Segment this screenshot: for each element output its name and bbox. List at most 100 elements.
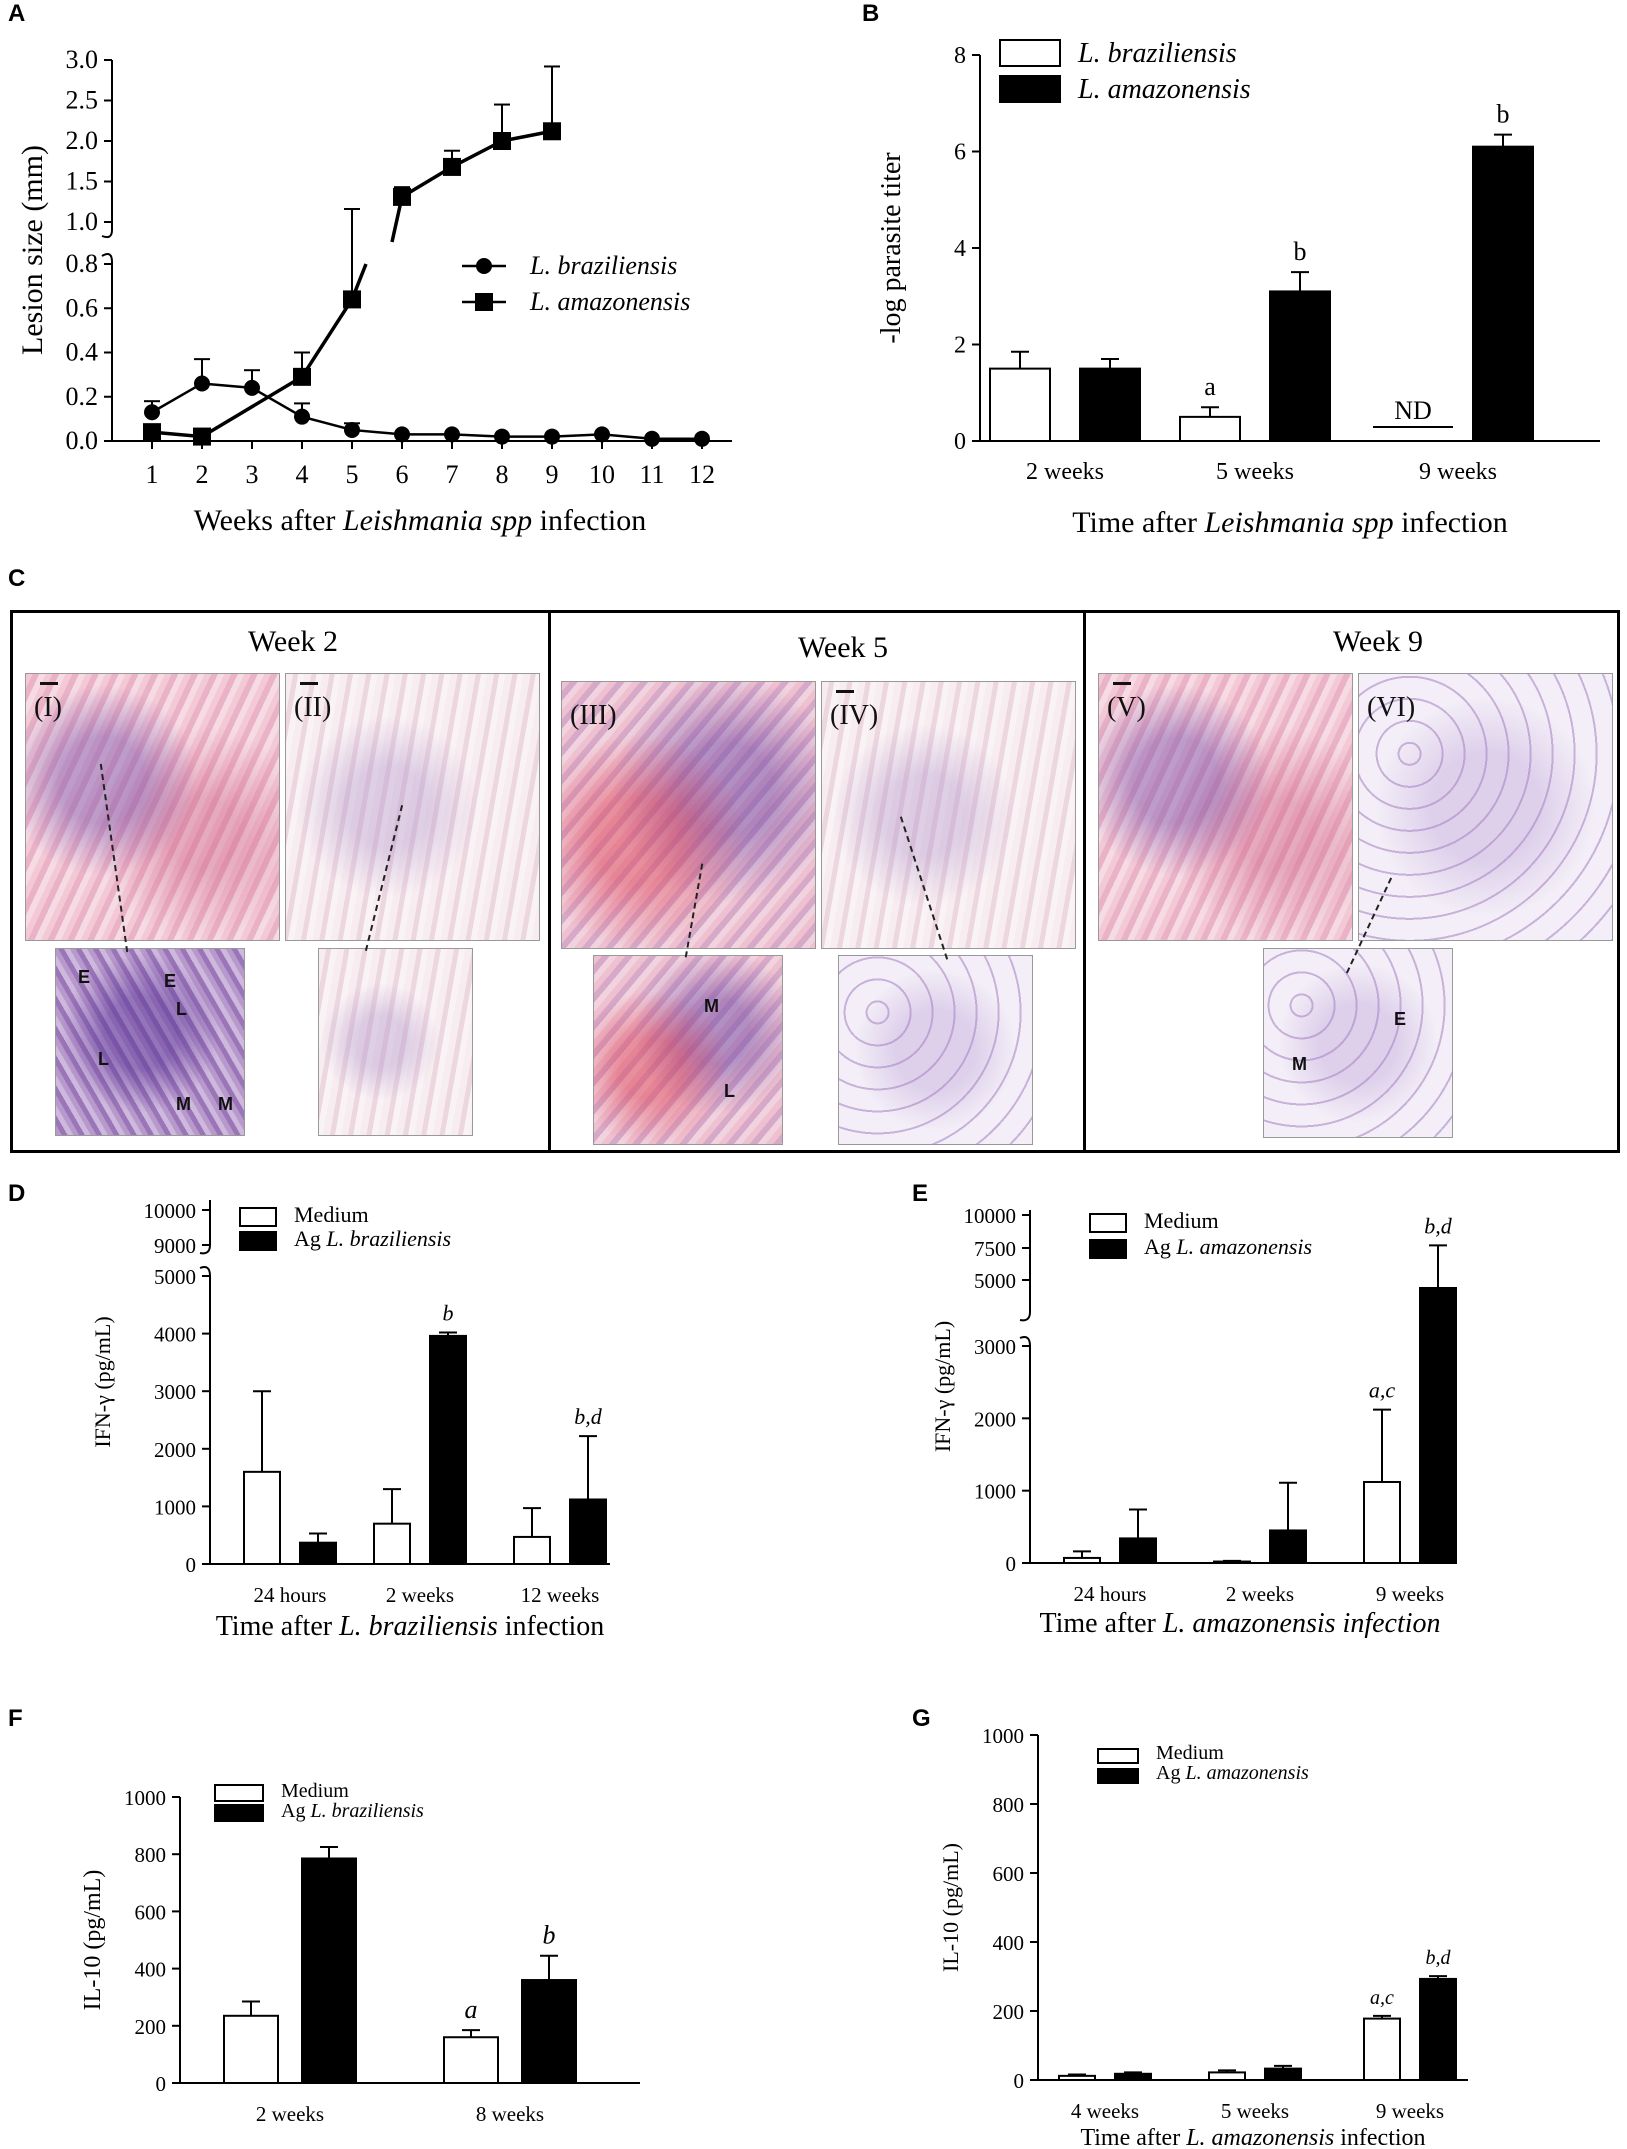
scale-bar [836,690,854,693]
y-tick-label: 7500 [974,1237,1016,1261]
data-point [294,408,310,425]
y-tick-label: 0 [1014,2069,1025,2093]
cell-label: M [704,996,719,1016]
significance-label: a [465,1995,478,2024]
data-point [443,157,461,176]
data-point [543,122,561,141]
x-tick-label: 9 [546,460,559,489]
axis-break [199,1244,211,1255]
y-tick-label: 2.5 [66,86,99,115]
chart-g-il10-amazonensis: 0 200 400 600 800 1000 4 weeks 5 weeks 9 weeks a,… [938,1724,1468,2149]
axis-break [1019,1336,1031,1347]
x-tick-label: 4 weeks [1071,2099,1139,2123]
cell-label: M [218,1094,233,1114]
week-5-title: Week 5 [797,631,889,664]
significance-label: b [443,1300,454,1325]
x-tick-label: 10 [589,460,615,489]
axis-break [199,1266,211,1277]
cell-label: E [78,967,91,987]
y-tick-label: 2000 [974,1407,1016,1431]
micrograph-vi-zoom: E M [1263,948,1453,1138]
bar [301,1857,357,2084]
series-line [151,382,702,441]
bar [1119,1537,1157,1565]
y-axis-label: Lesion size (mm) [16,145,49,355]
bar [521,1979,577,2085]
y-tick-label: 1.0 [66,207,99,236]
micrograph-ii-zoom [318,948,473,1136]
axis-break [101,229,113,239]
y-tick-label: 0.8 [66,249,99,278]
y-tick-label: 0.2 [66,382,99,411]
micrograph-i-zoom: E E L L M M [55,948,245,1136]
data-point [694,430,710,447]
bar [1472,145,1534,443]
bar [1363,2017,1401,2081]
micrograph-v: (V) [1098,673,1353,941]
x-axis-label: Time after L. braziliensis infection [216,1611,605,1642]
y-tick-label: 0.4 [66,338,99,367]
legend-label: Ag L. braziliensis [294,1226,451,1251]
y-tick-label: 5000 [974,1269,1016,1293]
data-point [493,132,511,150]
legend-swatch [999,75,1061,103]
legend-label: Ag L. amazonensis [1144,1234,1312,1259]
legend-label: Ag L. amazonensis [1156,1762,1309,1784]
panel-letter-d: D [8,1180,26,1207]
data-point [594,426,610,443]
significance-label: b [1294,237,1307,266]
x-tick-label: 9 weeks [1419,459,1497,485]
panel-letter-b: B [862,0,880,27]
y-tick-label: 9000 [154,1234,196,1258]
chart-e-ifn-amazonensis: 0 1000 2000 3000 5000 7500 10000 24 hours 2 week… [930,1204,1457,1639]
data-point [343,290,361,309]
y-tick-label: 1000 [124,1786,166,1810]
chart-b-parasite-titer: 0 2 4 6 8 2 weeks 5 weeks a b 9 weeks ND b L. brazil… [876,38,1600,539]
bar [1363,1480,1401,1564]
bar [1269,290,1331,442]
micrograph-vi: (VI) [1358,673,1613,941]
chart-d-ifn-braziliensis: 0 1000 2000 3000 4000 5000 9000 10000 24 hours 2 … [90,1199,610,1642]
bar [1419,1977,1457,2082]
bar [1208,2071,1246,2082]
legend-swatch [999,39,1061,67]
histology-divider [1083,613,1086,1150]
cell-label: L [724,1081,735,1101]
bar [513,1535,551,1566]
scale-bar [300,682,318,685]
week-2-title: Week 2 [247,625,339,658]
y-tick-label: 8 [954,43,966,69]
x-tick-label: 2 weeks [256,2102,324,2126]
y-tick-label: 0 [186,1553,197,1577]
series-line [151,263,368,439]
y-axis-label: IFN-γ (pg/mL) [930,1321,955,1452]
x-tick-label: 12 weeks [521,1583,600,1607]
cell-label: L [98,1049,109,1069]
bar [1058,2074,1096,2081]
bar [1419,1287,1457,1564]
y-tick-label: 2.0 [66,126,99,155]
y-tick-label: 0 [954,429,966,455]
legend-swatch [1097,1768,1139,1784]
y-tick-label: 10000 [964,1204,1017,1228]
significance-label: ND [1394,396,1432,425]
x-tick-label: 2 weeks [386,1583,454,1607]
y-tick-label: 0 [1006,1552,1017,1576]
cell-label: M [176,1094,191,1114]
bar [1063,1556,1101,1565]
data-point [544,428,560,445]
y-tick-label: 4 [954,236,966,262]
panel-letter-e: E [912,1180,929,1207]
x-tick-label: 5 weeks [1221,2099,1289,2123]
data-point [494,428,510,445]
week-9-title: Week 9 [1332,625,1424,658]
y-tick-label: 400 [135,1958,167,1982]
y-tick-label: 5000 [154,1265,196,1289]
significance-label: b,d [574,1404,603,1429]
significance-label: a,c [1369,1378,1396,1403]
legend-label: Ag L. braziliensis [281,1800,424,1822]
bar [429,1334,467,1565]
y-tick-label: 800 [993,1793,1025,1817]
y-tick-label: 6 [954,140,966,166]
y-tick-label: 600 [993,1862,1025,1886]
